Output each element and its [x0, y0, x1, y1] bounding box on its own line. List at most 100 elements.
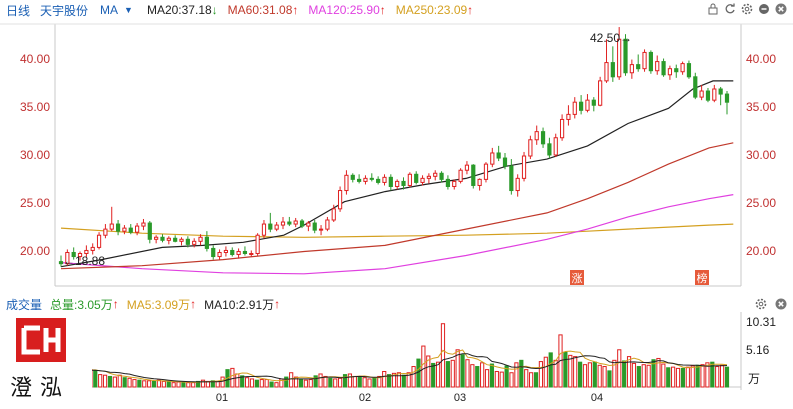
volume-bar	[254, 379, 259, 388]
candle	[274, 222, 279, 232]
refresh-icon[interactable]	[724, 3, 736, 15]
candle	[223, 246, 229, 257]
candle	[369, 173, 374, 182]
volume-bar	[235, 373, 240, 388]
volume-close-icon[interactable]	[775, 298, 787, 313]
volume-bar	[240, 375, 245, 388]
volume-bar	[455, 349, 460, 388]
badge-zhang[interactable]: 涨	[570, 270, 584, 285]
candle	[579, 95, 584, 115]
lock-icon[interactable]	[707, 3, 719, 15]
candle-body	[204, 236, 209, 249]
candle	[154, 235, 159, 244]
volume-bar	[509, 372, 514, 388]
ma60-arrow: ↑	[292, 3, 299, 17]
volume-bar	[391, 372, 397, 388]
candle-body	[58, 261, 64, 265]
volume-bar	[475, 366, 480, 388]
candle-body	[445, 178, 451, 187]
candle	[293, 217, 298, 228]
candle	[198, 234, 203, 246]
volume-bar	[200, 379, 206, 388]
candle-body	[712, 88, 717, 101]
volume-bar	[338, 377, 343, 388]
candle-body	[261, 223, 267, 236]
volume-bar	[484, 369, 490, 388]
ma250-line	[60, 223, 734, 238]
candle	[90, 243, 95, 255]
chart-toolbar: 日线 天宇股份 MA ▼ MA20:37.18 ↓ MA60:31.08 ↑ M…	[0, 0, 793, 20]
candle-body	[388, 176, 393, 187]
candle-body	[509, 165, 514, 192]
stock-name[interactable]: 天宇股份	[40, 3, 89, 18]
volume-bar	[156, 379, 162, 388]
volume-bar	[107, 375, 113, 388]
moving-average-lines	[60, 80, 734, 275]
pin-icon[interactable]	[758, 3, 770, 15]
badge-bang[interactable]: 榜	[695, 270, 709, 285]
volume-indicator-label[interactable]: 成交量	[6, 297, 43, 312]
candle	[122, 225, 127, 235]
candle-body	[154, 236, 159, 240]
candle	[166, 236, 171, 245]
volume-bar	[406, 372, 411, 388]
candle	[686, 60, 692, 79]
volume-settings-icon[interactable]	[755, 298, 767, 313]
volume-bar	[137, 379, 142, 388]
candle-body	[420, 177, 425, 183]
volume-bar	[176, 381, 181, 388]
candle-body	[179, 238, 184, 242]
y-axis-right: 40.00 35.00 30.00 25.00 20.00	[746, 52, 776, 258]
volume-bar	[249, 378, 255, 388]
candle-body	[705, 90, 711, 101]
close-icon[interactable]	[775, 3, 787, 15]
volume-bar	[435, 361, 441, 388]
candle-body	[464, 164, 470, 171]
volume-bar	[308, 379, 313, 388]
candle-body	[680, 63, 685, 73]
indicator-selector[interactable]: MA	[100, 3, 119, 17]
candle-body	[287, 221, 292, 225]
volume-bar	[710, 361, 715, 388]
logo-mark-icon	[16, 318, 66, 362]
candle-body	[553, 137, 558, 156]
candle	[261, 219, 267, 239]
volume-bar	[724, 366, 730, 388]
candle-body	[173, 237, 178, 242]
candle-body	[458, 169, 463, 182]
candle	[242, 246, 248, 256]
candle	[299, 218, 305, 229]
candle-body	[357, 178, 362, 182]
candle	[718, 86, 723, 106]
candle-body	[521, 155, 527, 179]
candle-body	[331, 208, 336, 221]
candle	[534, 125, 539, 145]
low-price-label: ←18.88	[63, 254, 105, 268]
candle	[528, 135, 533, 160]
period-selector[interactable]: 日线	[6, 3, 31, 18]
candle	[58, 255, 64, 267]
volume-bar	[318, 373, 323, 388]
candle-body	[648, 51, 653, 72]
candle-body	[433, 172, 438, 177]
volume-bar	[592, 361, 597, 388]
y-axis-left: 40.00 35.00 30.00 25.00 20.00	[20, 52, 50, 258]
candle-body	[439, 172, 444, 180]
candle	[502, 152, 508, 170]
candle	[363, 175, 368, 185]
volume-bar	[563, 351, 568, 388]
volume-ma-lines	[60, 349, 728, 383]
candle	[648, 50, 653, 74]
candle-body	[280, 221, 286, 226]
chevron-down-icon[interactable]: ▼	[124, 5, 133, 15]
candle	[280, 216, 286, 230]
volume-bar	[186, 382, 191, 388]
volume-bar	[298, 379, 304, 388]
candle-body	[617, 38, 622, 78]
gear-icon[interactable]	[741, 3, 753, 15]
candle	[471, 164, 476, 189]
volume-bar	[313, 375, 318, 388]
volume-bar	[612, 359, 617, 388]
candle-body	[306, 222, 311, 227]
volume-bar	[548, 352, 553, 388]
